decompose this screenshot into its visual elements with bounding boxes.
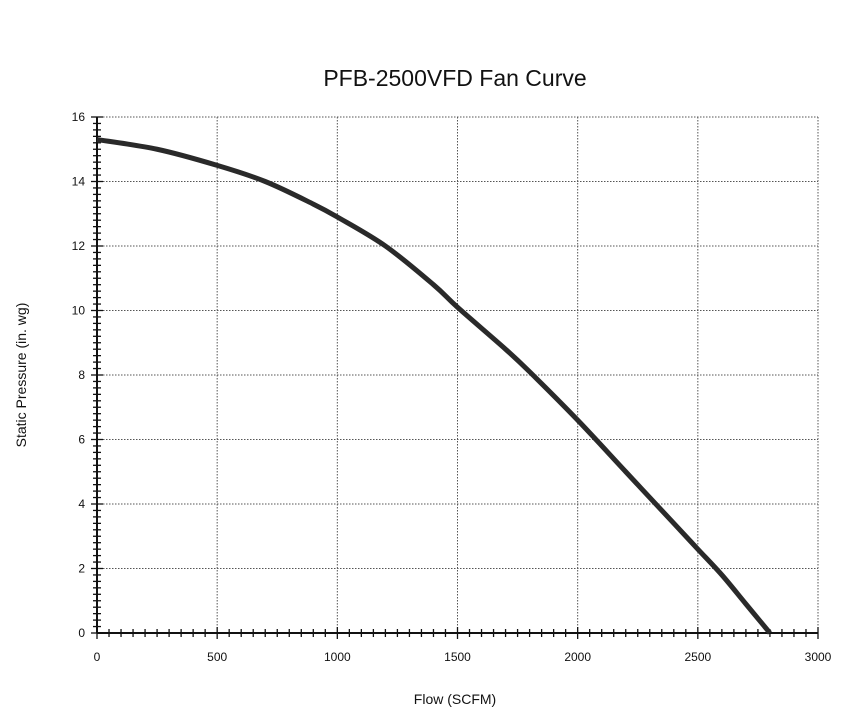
x-axis-label: Flow (SCFM) [414, 691, 496, 707]
x-tick-label: 3000 [805, 650, 832, 664]
x-tick-label: 1500 [444, 650, 471, 664]
axes [91, 116, 819, 639]
y-tick-label: 12 [72, 239, 86, 253]
tick-labels: 0 500 1000 1500 2000 2500 3000 0 2 4 6 8 10 12 14 16 [72, 110, 832, 664]
y-axis-label: Static Pressure (in. wg) [13, 303, 29, 448]
y-tick-label: 2 [78, 562, 85, 576]
y-tick-label: 8 [78, 368, 85, 382]
chart-title: PFB-2500VFD Fan Curve [323, 65, 586, 91]
x-tick-label: 2000 [564, 650, 591, 664]
x-tick-label: 500 [207, 650, 227, 664]
y-tick-label: 14 [72, 175, 86, 189]
x-tick-label: 0 [94, 650, 101, 664]
grid [97, 116, 819, 633]
y-tick-label: 0 [78, 626, 85, 640]
x-tick-label: 1000 [324, 650, 351, 664]
y-tick-label: 4 [78, 497, 85, 511]
y-tick-label: 10 [72, 304, 86, 318]
y-tick-label: 6 [78, 433, 85, 447]
x-tick-label: 2500 [684, 650, 711, 664]
y-tick-label: 16 [72, 110, 86, 124]
fan-curve-line [96, 137, 772, 635]
